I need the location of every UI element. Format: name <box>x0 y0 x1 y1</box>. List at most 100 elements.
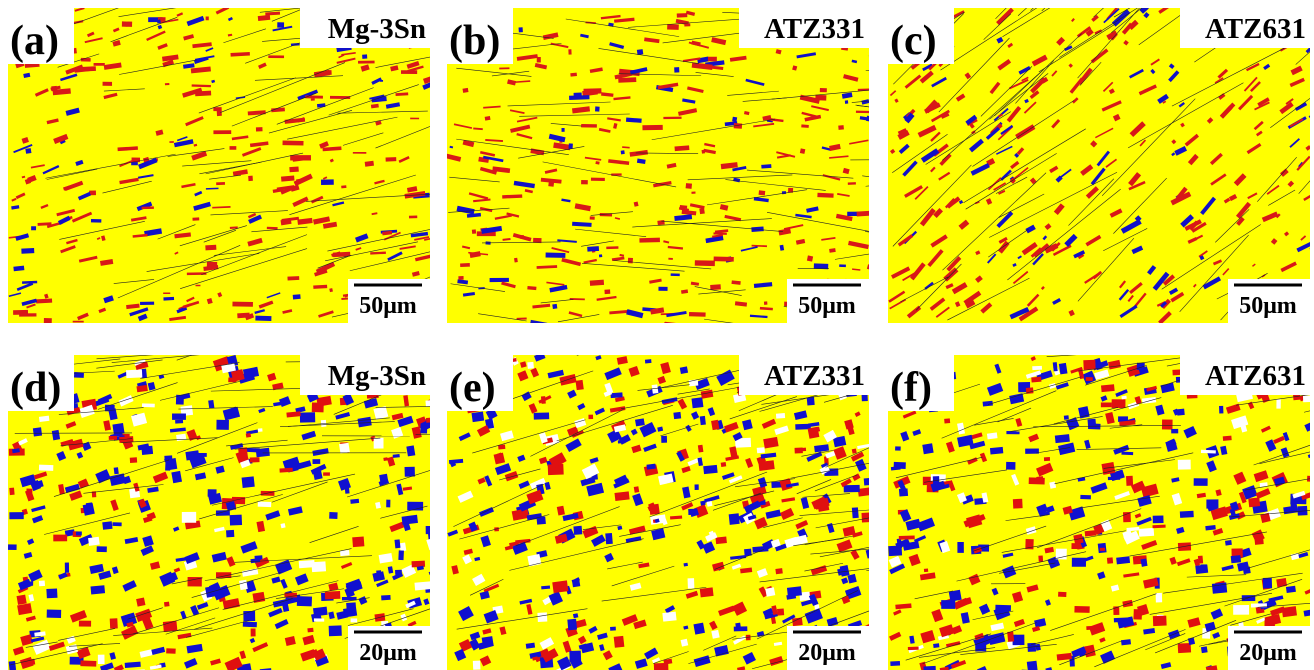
phase-blob <box>1112 399 1126 408</box>
phase-blob <box>1303 395 1314 402</box>
phase-blob <box>329 512 337 519</box>
phase-blob <box>534 412 550 419</box>
phase-blob <box>663 117 681 120</box>
phase-blob <box>614 491 629 501</box>
phase-blob <box>1201 450 1216 454</box>
phase-blob <box>604 289 610 294</box>
phase-blob <box>169 141 173 143</box>
phase-blob <box>695 484 699 490</box>
phase-blob <box>165 83 170 85</box>
phase-blob <box>425 400 438 407</box>
phase-blob <box>429 568 441 575</box>
phase-blob <box>1101 402 1112 407</box>
phase-blob <box>228 378 236 383</box>
phase-blob <box>923 666 935 670</box>
phase-blob <box>671 273 680 276</box>
phase-blob <box>297 596 312 606</box>
phase-blob <box>26 488 32 493</box>
phase-blob <box>890 661 900 666</box>
phase-blob <box>546 253 566 258</box>
sample-name: ATZ631 <box>1205 360 1306 392</box>
phase-blob <box>944 418 950 423</box>
phase-blob <box>581 124 597 128</box>
phase-blob <box>757 447 765 453</box>
phase-blob <box>205 586 218 598</box>
phase-blob <box>634 486 640 493</box>
phase-blob <box>621 150 625 154</box>
phase-blob <box>1156 593 1163 603</box>
phase-blob <box>91 585 106 594</box>
phase-blob <box>97 546 107 552</box>
sample-name: ATZ331 <box>764 13 865 45</box>
phase-blob <box>1200 564 1207 569</box>
phase-blob <box>140 302 154 305</box>
phase-blob <box>339 443 350 454</box>
phase-blob <box>1074 606 1089 613</box>
phase-blob <box>1083 360 1095 370</box>
phase-blob <box>1064 415 1069 419</box>
sample-name: Mg-3Sn <box>328 13 426 45</box>
phase-blob <box>1006 431 1019 434</box>
phase-blob <box>9 512 23 519</box>
sample-name: ATZ631 <box>1205 13 1306 45</box>
phase-blob <box>362 54 367 58</box>
phase-blob <box>426 417 435 422</box>
phase-blob <box>110 618 118 628</box>
phase-blob <box>73 321 84 323</box>
phase-blob <box>567 619 577 631</box>
phase-blob <box>568 49 571 54</box>
phase-blob <box>374 438 384 449</box>
phase-blob <box>1121 452 1133 456</box>
phase-blob <box>1225 540 1232 546</box>
phase-blob <box>1085 530 1097 536</box>
phase-blob <box>957 542 963 553</box>
phase-blob <box>686 183 692 189</box>
phase-blob <box>1108 477 1120 481</box>
phase-blob <box>514 258 518 263</box>
phase-blob <box>635 418 645 426</box>
phase-blob <box>395 570 402 575</box>
phase-blob <box>386 157 397 161</box>
phase-blob <box>573 526 582 535</box>
phase-blob <box>103 82 112 86</box>
phase-blob <box>668 258 673 260</box>
phase-blob <box>710 284 721 290</box>
phase-blob <box>1072 558 1086 567</box>
phase-blob <box>472 412 485 423</box>
phase-blob <box>732 117 737 122</box>
phase-blob <box>1309 242 1314 251</box>
phase-blob <box>53 535 67 542</box>
phase-blob <box>230 146 237 150</box>
phase-blob <box>1178 460 1191 470</box>
phase-blob <box>684 23 690 26</box>
grain-boundary <box>577 345 614 356</box>
phase-blob <box>213 107 221 111</box>
scale-label: 20μm <box>798 640 856 666</box>
phase-blob <box>277 22 284 27</box>
phase-blob <box>325 591 341 599</box>
phase-blob <box>576 380 584 390</box>
phase-blob <box>499 67 509 69</box>
phase-blob <box>409 216 417 219</box>
phase-blob <box>239 580 248 590</box>
phase-blob <box>856 111 875 114</box>
phase-blob <box>352 537 364 548</box>
phase-blob <box>243 611 255 621</box>
phase-blob <box>114 467 119 474</box>
phase-blob <box>312 402 324 412</box>
phase-blob <box>426 526 432 534</box>
figure: (a)Mg-3Sn50μm(b)ATZ33150μm(c)ATZ63150μm(… <box>0 0 1314 670</box>
phase-blob <box>801 124 809 128</box>
phase-blob <box>941 600 955 609</box>
phase-blob <box>699 208 705 214</box>
ebsd-map <box>447 313 962 670</box>
phase-blob <box>820 88 827 92</box>
phase-blob <box>1029 477 1045 484</box>
phase-blob <box>1055 434 1070 443</box>
phase-blob <box>165 462 170 471</box>
phase-blob <box>765 587 775 597</box>
phase-blob <box>287 276 299 280</box>
phase-blob <box>895 446 901 450</box>
phase-blob <box>311 98 315 100</box>
phase-blob <box>1139 528 1154 537</box>
